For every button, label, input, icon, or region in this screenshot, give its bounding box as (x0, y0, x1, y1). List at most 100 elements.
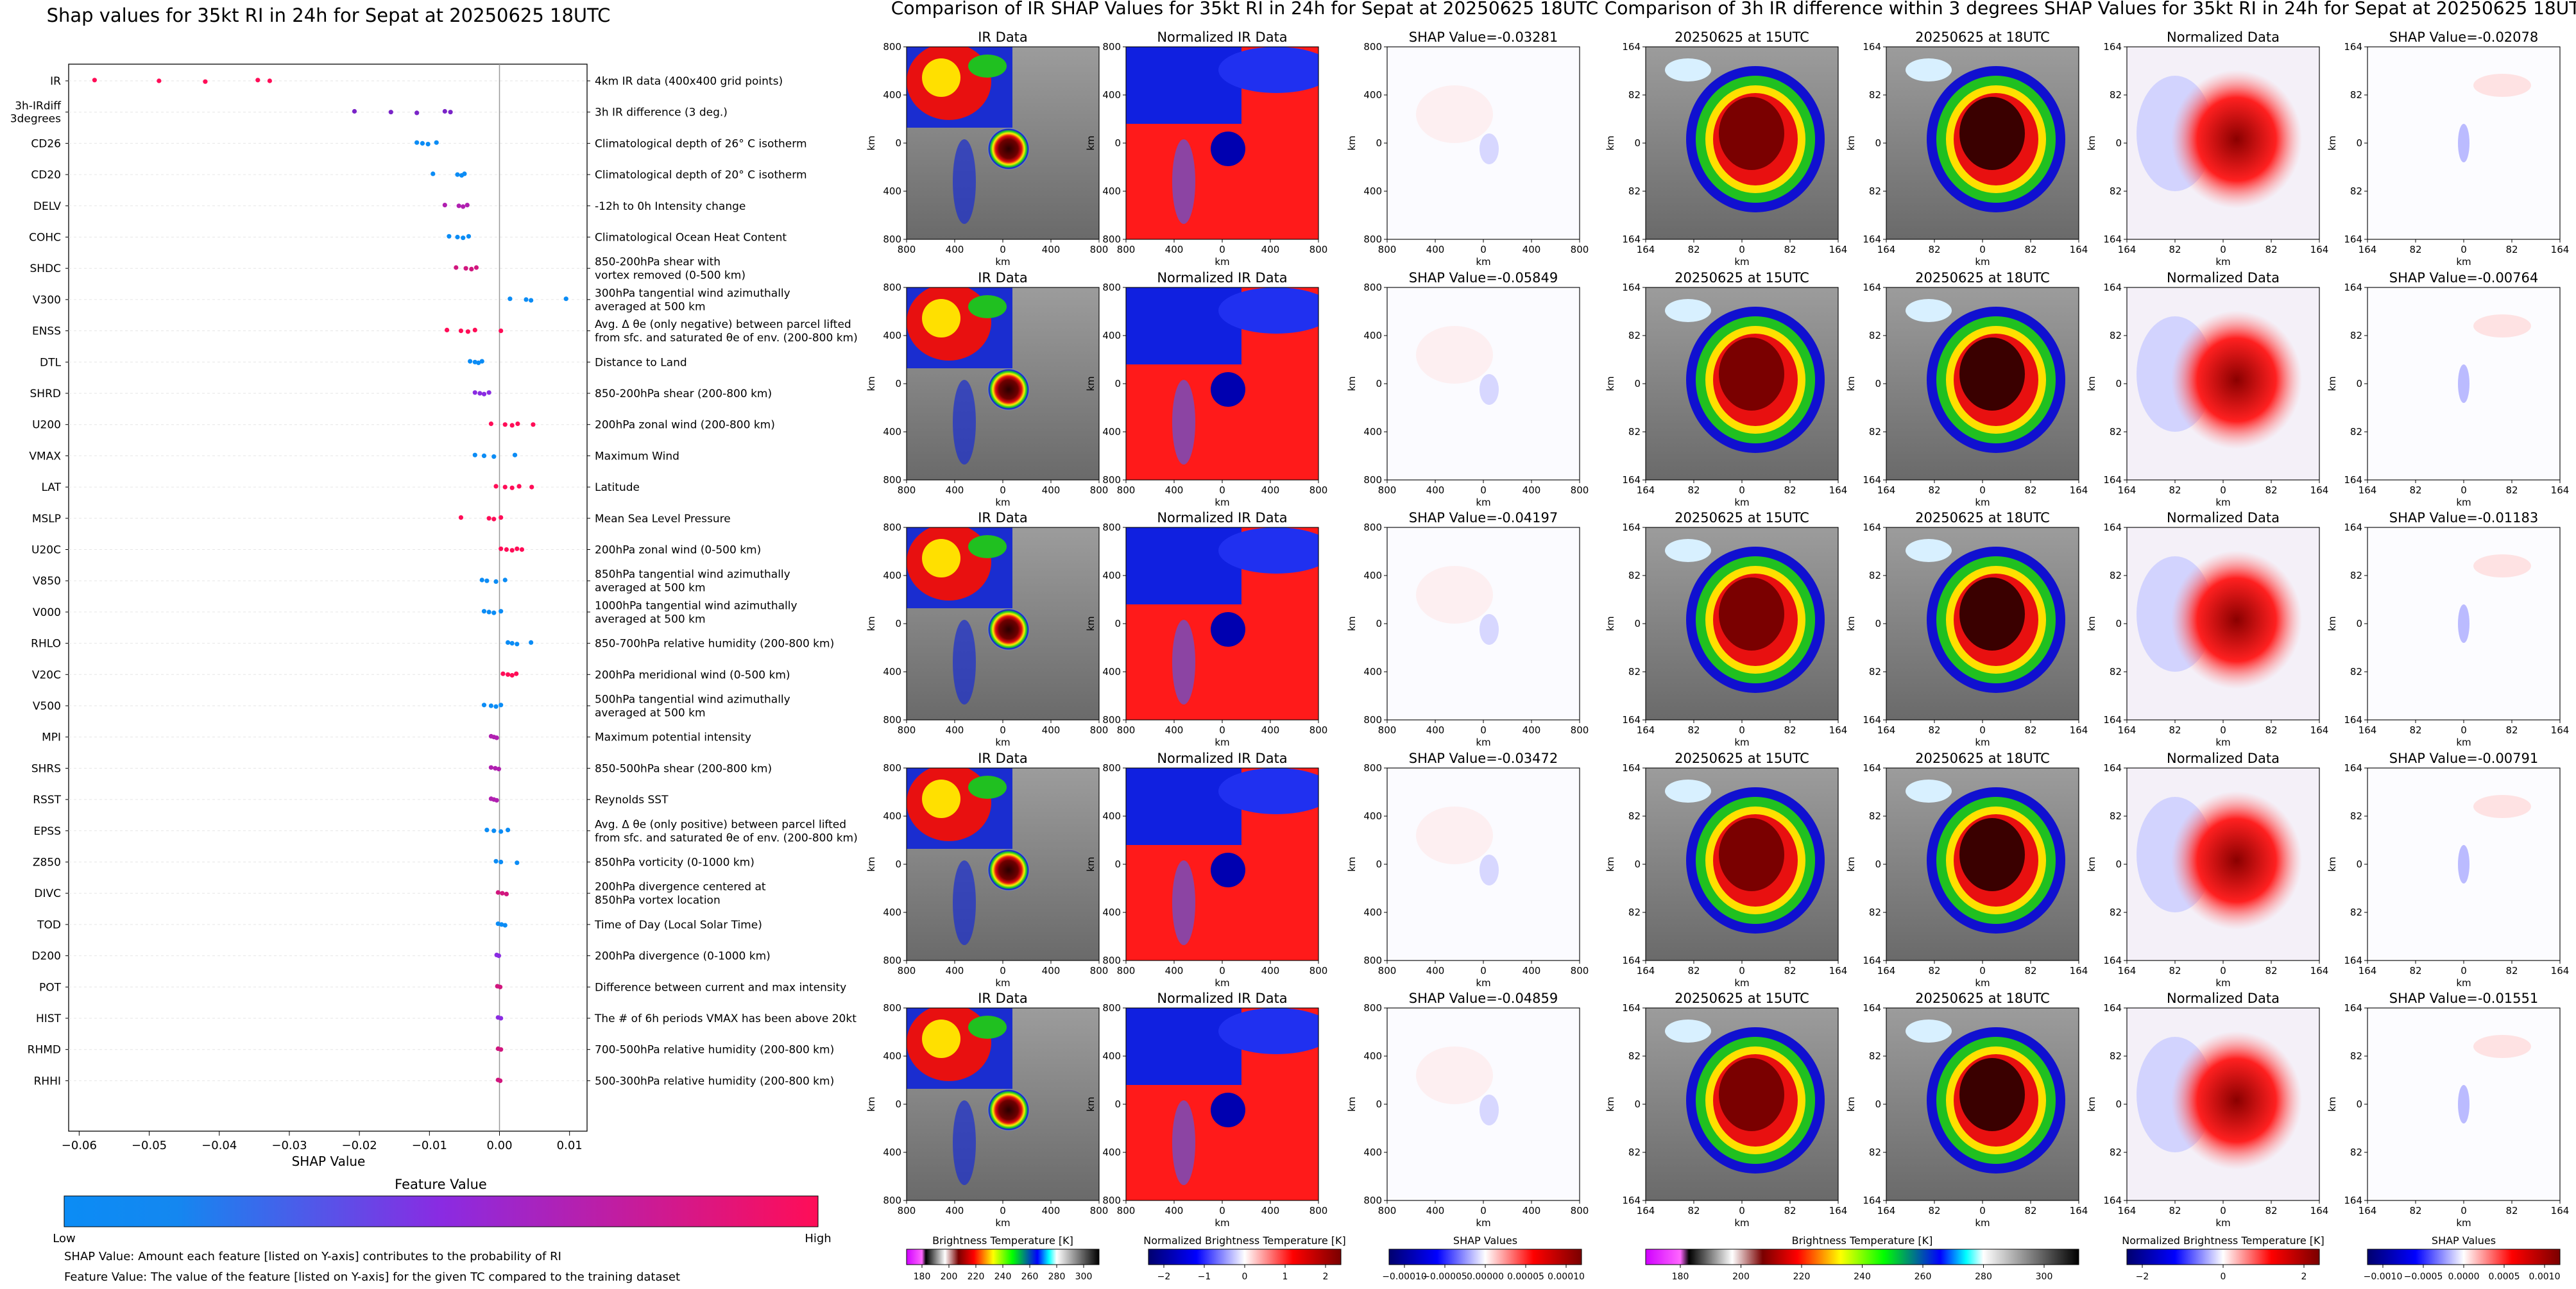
panel-image (907, 47, 1099, 239)
panel-y-tick-label: 164 (2103, 474, 2122, 486)
shap-point (512, 452, 518, 457)
x-tick-label: 0.01 (557, 1139, 583, 1152)
panel-x-tick-label: 164 (2070, 724, 2088, 736)
panel-y-tick-label: 164 (2103, 1002, 2122, 1014)
panel-x-tick-label: 164 (2551, 724, 2570, 736)
panel-x-tick-label: 800 (1090, 724, 1109, 736)
colorbar-tick-label: 240 (1854, 1272, 1871, 1282)
panel-y-tick-label: 400 (1363, 1147, 1382, 1158)
panel-y-tick-label: 82 (2110, 426, 2122, 438)
colorbar-tick-label: 220 (1793, 1272, 1811, 1282)
panel-y-tick-label: 0 (895, 1098, 901, 1110)
shap-point (488, 765, 494, 770)
panel-x-tick-label: 164 (1637, 965, 1655, 977)
panel-y-tick-label: 0 (1875, 1098, 1881, 1110)
panel-x-tick-label: 400 (1042, 484, 1061, 496)
beeswarm-frame (68, 64, 588, 1132)
feature-name: VMAX (29, 450, 61, 463)
panel-x-tick-label: 82 (2024, 724, 2036, 736)
feature-description: Avg. Δ θe (only positive) between parcel… (595, 818, 846, 831)
panel-x-tick-label: 82 (1784, 484, 1796, 496)
panel-title: 20250625 at 15UTC (1675, 510, 1809, 525)
panel-x-tick-label: 800 (1571, 244, 1589, 255)
panel-y-tick-label: 164 (1622, 234, 1641, 245)
shap-point (458, 515, 464, 520)
panel-y-tick-label: 164 (1863, 1195, 1881, 1206)
panel-x-tick-label: 164 (2118, 244, 2137, 255)
panel-y-tick-label: 0 (1634, 618, 1641, 629)
panel-x-tick-label: 800 (1571, 724, 1589, 736)
shap-point (481, 703, 487, 708)
panel-x-tick-label: 82 (1928, 724, 1940, 736)
panel-x-tick-label: 164 (1637, 1205, 1655, 1216)
panel-x-tick-label: 0 (2461, 1205, 2467, 1216)
panel-y-tick-label: 0 (1875, 378, 1881, 389)
panel-x-tick-label: 164 (2070, 244, 2088, 255)
panel-y-tick-label: 82 (1628, 185, 1641, 197)
panel-x-tick-label: 82 (2505, 1205, 2518, 1216)
panel-y-axis-label: km (866, 857, 877, 871)
panel-y-axis-label: km (1605, 376, 1616, 391)
panel-image (907, 1008, 1099, 1200)
panel-y-tick-label: 800 (1363, 714, 1382, 726)
colorbar-tick-label: 2 (2301, 1272, 2307, 1282)
panel-y-tick-label: 0 (1634, 858, 1641, 870)
panel-x-tick-label: 800 (898, 484, 916, 496)
panel-y-tick-label: 164 (2103, 714, 2122, 726)
shap-point (529, 298, 534, 303)
panel-y-tick-label: 164 (2344, 282, 2362, 293)
panel-y-axis-label: km (2326, 616, 2338, 631)
panel-x-tick-label: 0 (1219, 244, 1225, 255)
panel-x-tick-label: 82 (2505, 965, 2518, 977)
panel-x-axis-label: km (1975, 977, 1990, 989)
shap-point (442, 108, 447, 114)
shap-point (434, 140, 439, 145)
feature-name: SHDC (30, 262, 61, 275)
panel-y-tick-label: 82 (2110, 1050, 2122, 1062)
panel-y-axis-label: km (1605, 857, 1616, 871)
panel-x-axis-label: km (2215, 256, 2230, 268)
panel-y-tick-label: 0 (1114, 858, 1121, 870)
shap-point (504, 547, 509, 552)
panel-y-tick-label: 164 (2344, 41, 2362, 53)
feature-name: 3degrees (10, 113, 61, 126)
panel-y-axis-label: km (1346, 857, 1358, 871)
panel-y-axis-label: km (2086, 616, 2097, 631)
panel-x-axis-label: km (995, 737, 1010, 748)
panel-x-tick-label: 800 (1117, 244, 1136, 255)
panel-x-tick-label: 82 (1928, 244, 1940, 255)
panel-x-tick-label: 82 (2169, 484, 2181, 496)
panel-image (907, 287, 1099, 480)
colorbar-tick-label: 300 (1075, 1272, 1093, 1282)
panel-title: Normalized IR Data (1157, 270, 1287, 286)
panel-x-tick-label: 400 (946, 484, 964, 496)
colorbar-tick-label: 200 (1732, 1272, 1750, 1282)
panel-y-axis-label: km (1346, 376, 1358, 391)
panel-y-tick-label: 400 (1363, 89, 1382, 101)
shap-point (494, 798, 499, 803)
colorbar-label: Normalized Brightness Temperature [K] (2122, 1234, 2324, 1247)
panel-y-tick-label: 82 (2350, 1147, 2362, 1158)
panel-y-tick-label: 164 (2344, 1002, 2362, 1014)
panel-y-tick-label: 0 (895, 618, 901, 629)
panel-x-tick-label: 164 (1637, 724, 1655, 736)
panel-y-tick-label: 0 (1875, 137, 1881, 149)
panel-title: IR Data (978, 510, 1028, 525)
panel-y-axis-label: km (1346, 135, 1358, 150)
panel-title: SHAP Value=-0.01551 (2389, 991, 2539, 1006)
panel-x-tick-label: 800 (1090, 965, 1109, 977)
shap-point (203, 79, 208, 84)
panel-x-axis-label: km (1975, 256, 1990, 268)
colorbar-tick-label: 0.00005 (1507, 1272, 1544, 1282)
shap-point (479, 577, 484, 583)
panel-x-tick-label: 164 (2070, 484, 2088, 496)
panel-x-tick-label: 82 (2265, 1205, 2277, 1216)
panel-title: SHAP Value=-0.04197 (1409, 510, 1558, 525)
panel-y-axis-label: km (1845, 376, 1857, 391)
panel-image (1886, 1008, 2079, 1200)
panel-y-tick-label: 800 (1363, 282, 1382, 293)
panel-x-tick-label: 800 (1309, 965, 1328, 977)
panel-x-tick-label: 400 (1523, 724, 1541, 736)
panel-y-tick-label: 800 (883, 762, 901, 774)
panel-x-axis-label: km (1476, 1217, 1490, 1229)
